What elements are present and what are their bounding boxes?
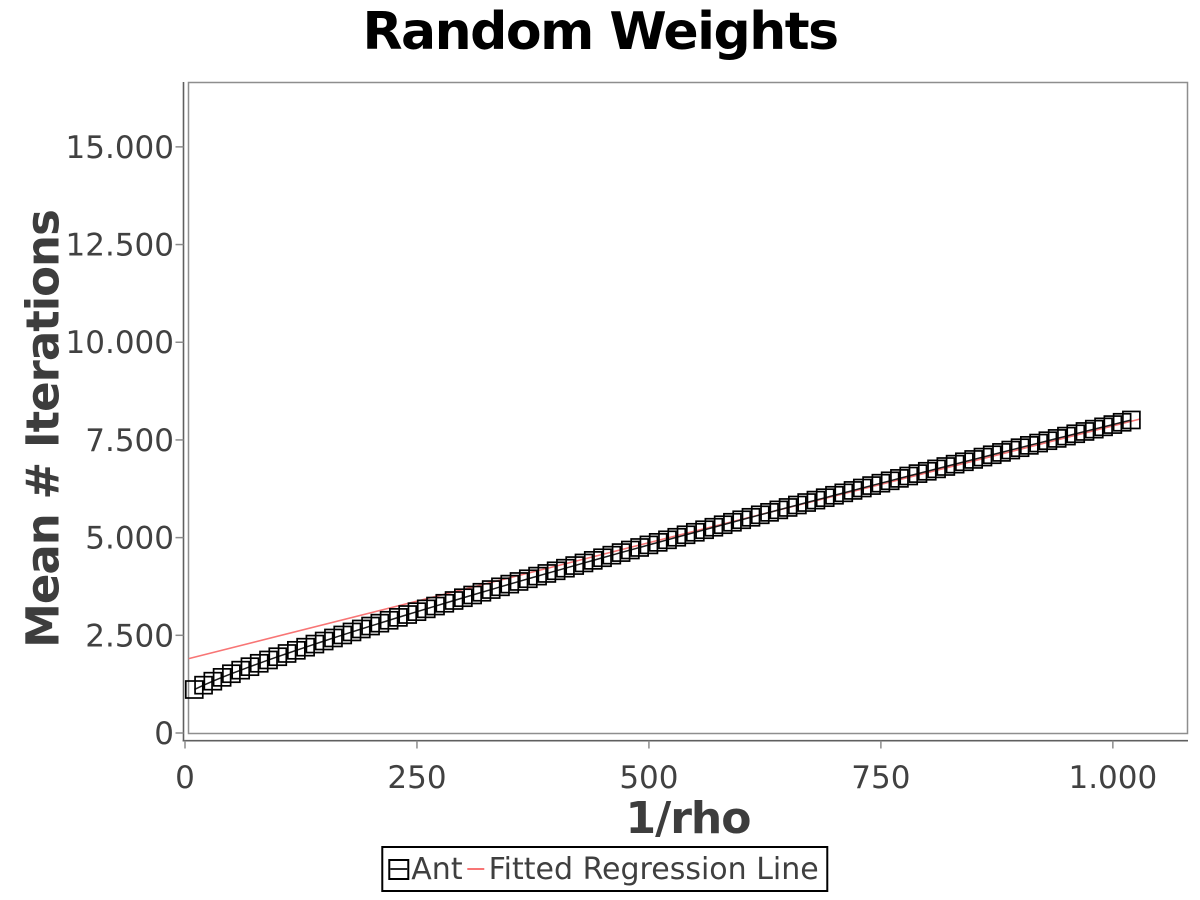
plot-border	[187, 81, 1189, 735]
chart-title: Random Weights	[362, 2, 839, 62]
y-tick-label: 10.000	[66, 325, 174, 361]
y-tick-label: 12.500	[66, 228, 174, 264]
y-tick-label: 0	[154, 716, 174, 752]
legend-label-ant: Ant	[411, 851, 463, 887]
ant-series-line-icon	[390, 868, 408, 870]
ant-marker	[1122, 410, 1141, 430]
regression-line	[188, 418, 1141, 660]
x-axis-title: 1/rho	[625, 793, 752, 844]
y-tick-label: 7.500	[85, 423, 174, 459]
x-tick-label: 0	[175, 760, 195, 796]
x-tick-label: 1.000	[1068, 760, 1157, 796]
x-tick-label: 750	[851, 760, 910, 796]
regression-line-icon	[467, 868, 485, 870]
y-tick-label: 2.500	[85, 618, 174, 654]
x-tick-label: 500	[619, 760, 678, 796]
ant-square-marker-icon	[388, 858, 410, 880]
legend: Ant Fitted Regression Line	[381, 846, 829, 892]
y-tick-label: 5.000	[85, 521, 174, 557]
x-tick-label: 250	[387, 760, 446, 796]
legend-label-regression: Fitted Regression Line	[488, 851, 819, 887]
y-tick-label: 15.000	[66, 130, 174, 166]
